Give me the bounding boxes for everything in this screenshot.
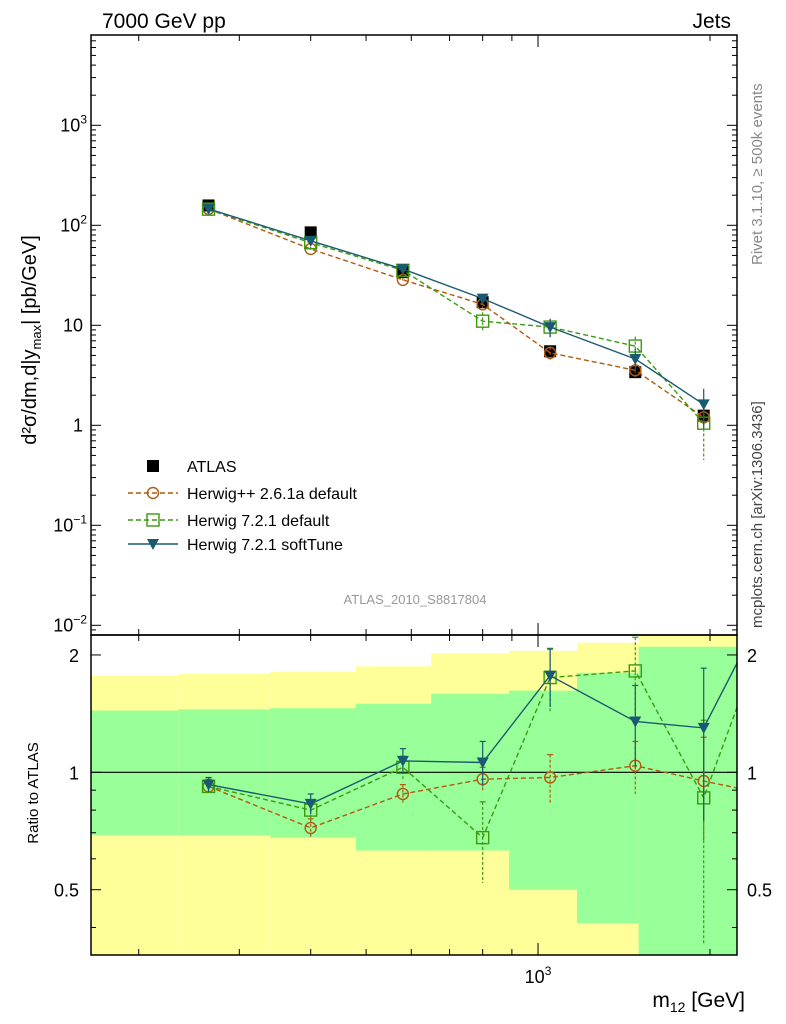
- main-ytick-label-2: 1: [73, 415, 83, 435]
- main-point-2-3: [475, 314, 490, 328]
- header-right: Jets: [692, 10, 731, 33]
- main-point-1-4: [543, 346, 557, 360]
- ratio-line-0: [208, 764, 737, 829]
- ratio-point-2-6: [697, 722, 710, 734]
- ratio-line-1: [208, 670, 737, 839]
- main-ytick-label-4: 102: [60, 212, 87, 235]
- band-green-5: [509, 690, 577, 890]
- main-point-0-1: [304, 226, 317, 239]
- main-point-3-5: [629, 354, 642, 366]
- band-green-7: [638, 646, 737, 955]
- main-ytick-label-1: 10−1: [53, 512, 87, 535]
- ratio-point-0-1: [304, 821, 317, 835]
- ratio-ytick-label-1: 1: [69, 763, 79, 783]
- main-line-2: [208, 208, 705, 424]
- ratio-ytick-label-right-0: 0.5: [747, 881, 772, 901]
- main-ytick-label-base: 10: [53, 515, 73, 535]
- chart-marks: [201, 199, 737, 946]
- ratio-point-2-5: [629, 716, 642, 728]
- main-ytick-label-5: 103: [60, 112, 87, 135]
- ratio-point-0-4: [543, 771, 557, 784]
- main-ytick-label-base: 10: [60, 215, 80, 235]
- ratio-point-2-2: [396, 755, 409, 767]
- legend-marker-0: [147, 460, 159, 472]
- analysis-id: ATLAS_2010_S8817804: [344, 592, 487, 607]
- x-axis-title-main: m: [652, 989, 670, 1012]
- ratio-point-2-3: [476, 757, 489, 769]
- x-axis-title-tail: [GeV]: [685, 989, 745, 1012]
- ratio-point-2-0: [202, 779, 215, 791]
- ratio-bands: [91, 635, 737, 955]
- legend: ATLAS Herwig++ 2.6.1a default Herwig 7.2…: [128, 459, 357, 554]
- xtick-label-0: 103: [525, 964, 552, 987]
- main-ytick-label-base: 10: [60, 115, 80, 135]
- ratio-y-axis-title: Ratio to ATLAS: [25, 742, 42, 843]
- main-y-axis-title-tail: | [pb/GeV]: [19, 235, 41, 325]
- mcplots-label: mcplots.cern.ch [arXiv:1306.3436]: [749, 401, 766, 628]
- main-ytick-label-3: 10: [63, 315, 83, 335]
- main-ytick-label-base: 10: [63, 315, 83, 335]
- main-point-3-1: [304, 235, 317, 247]
- main-ytick-label-base: 1: [73, 415, 83, 435]
- ratio-point-1-5: [628, 664, 642, 678]
- legend-marker-1: [146, 486, 160, 500]
- main-ytick-label-exp: 2: [80, 212, 87, 226]
- ratio-frame: [90, 634, 738, 956]
- main-line-1: [208, 208, 705, 418]
- main-point-2-0: [201, 202, 216, 216]
- main-point-3-6: [697, 399, 710, 411]
- main-y-axis-title: d²σ/dm,d|ymax| [pb/GeV]: [19, 235, 44, 445]
- main-point-3-4: [544, 322, 557, 334]
- ratio-point-2-1: [304, 798, 317, 810]
- ratio-ytick-label-2: 2: [69, 646, 79, 666]
- legend-label-atlas: ATLAS: [187, 459, 237, 476]
- main-point-3-3: [476, 293, 489, 305]
- main-ytick-label-0: 10−2: [53, 612, 87, 635]
- legend-marker-2: [146, 513, 160, 527]
- main-point-3-2: [396, 264, 409, 276]
- main-ytick-label-exp: −2: [73, 612, 87, 626]
- main-point-3-0: [202, 203, 215, 215]
- band-green-6: [576, 672, 639, 924]
- main-ytick-label-base: 10: [53, 615, 73, 635]
- ratio-point-1-3: [475, 830, 490, 845]
- ratio-point-0-2: [396, 787, 410, 801]
- xtick-label-base: 10: [525, 967, 545, 987]
- ratio-panel: [91, 635, 737, 955]
- legend-label-herwigpp: Herwig++ 2.6.1a default: [187, 486, 357, 503]
- header-left: 7000 GeV pp: [102, 10, 226, 33]
- main-series: [201, 199, 711, 460]
- main-y-axis-title-main: d²σ/dm,d|y: [19, 349, 41, 444]
- ratio-line-2: [208, 661, 737, 805]
- ratio-ytick-label-right-1: 1: [747, 763, 757, 783]
- main-ytick-label-exp: 3: [80, 112, 87, 126]
- legend-label-softtune: Herwig 7.2.1 softTune: [187, 537, 343, 554]
- xtick-label-exp: 3: [545, 964, 552, 978]
- rivet-label: Rivet 3.1.10, ≥ 500k events: [749, 83, 766, 265]
- ratio-series: [201, 636, 737, 946]
- legend-label-herwig721: Herwig 7.2.1 default: [187, 513, 330, 530]
- ratio-ytick-label-0: 0.5: [54, 881, 79, 901]
- main-y-axis-title-sub: max: [29, 324, 44, 349]
- legend-marker-3: [147, 539, 159, 550]
- ratio-ytick-label-right-2: 2: [747, 646, 757, 666]
- x-axis-title-sub: 12: [670, 999, 686, 1015]
- main-ytick-label-exp: −1: [73, 512, 87, 526]
- x-axis-title: m12 [GeV]: [652, 989, 745, 1015]
- ratio-point-2-4: [544, 670, 557, 682]
